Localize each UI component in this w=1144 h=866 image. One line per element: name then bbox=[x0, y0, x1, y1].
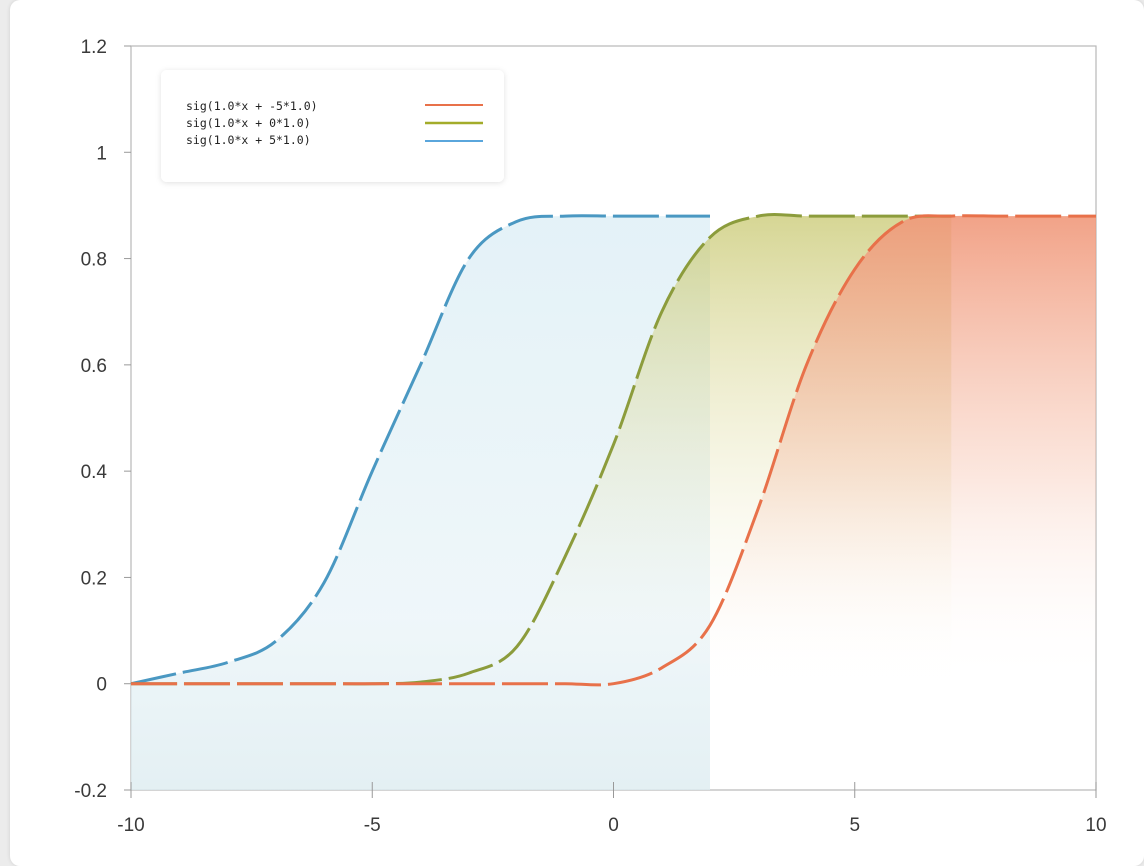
axes: -0.2 0 0.2 0.4 0.6 0.8 1 1.2 -10 -5 0 5 10 bbox=[74, 37, 1106, 836]
x-tick-label: 10 bbox=[1085, 815, 1106, 836]
series-line-1 bbox=[131, 214, 1096, 687]
x-tick-label: -5 bbox=[364, 815, 381, 836]
y-tick-label: 1 bbox=[96, 143, 107, 164]
legend-box bbox=[161, 70, 504, 182]
y-tick-label: 0.2 bbox=[81, 568, 107, 589]
y-tick-label: 0.6 bbox=[81, 356, 107, 377]
x-tick-label: 0 bbox=[608, 815, 619, 836]
y-tick-label: 0.4 bbox=[81, 462, 108, 483]
y-tick-label: 0 bbox=[96, 675, 107, 696]
y-tick-label: 0.8 bbox=[81, 250, 107, 271]
y-tick-label: -0.2 bbox=[74, 781, 107, 802]
series-area-1 bbox=[131, 215, 1096, 685]
x-tick-label: -10 bbox=[117, 815, 144, 836]
legend: sig(1.0*x + -5*1.0) sig(1.0*x + 0*1.0) s… bbox=[161, 70, 504, 182]
legend-label-series-3: sig(1.0*x + 5*1.0) bbox=[186, 133, 311, 147]
y-tick-label: 1.2 bbox=[81, 37, 107, 58]
series-line-3 bbox=[130, 214, 710, 686]
legend-label-series-1: sig(1.0*x + -5*1.0) bbox=[186, 99, 318, 113]
series-lines bbox=[130, 213, 1096, 687]
legend-label-series-2: sig(1.0*x + 0*1.0) bbox=[186, 116, 311, 130]
series-fills bbox=[131, 214, 1096, 790]
x-tick-label: 5 bbox=[849, 815, 860, 836]
